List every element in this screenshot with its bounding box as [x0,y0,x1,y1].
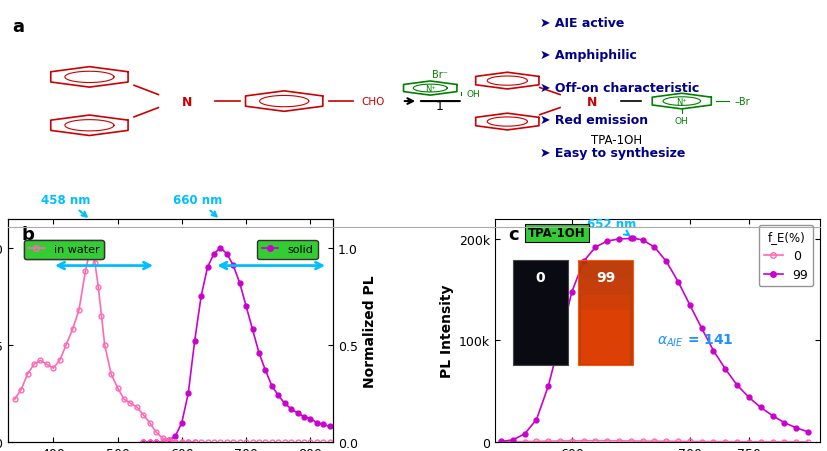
Text: a: a [12,18,24,36]
in water [85,245,95,251]
in water [151,430,161,435]
in water [61,342,71,348]
Y-axis label: PL Intensity: PL Intensity [439,284,453,377]
Text: ➤ Off-on characteristic: ➤ Off-on characteristic [539,82,698,94]
in water [157,435,167,441]
Text: Br⁻: Br⁻ [432,69,447,79]
in water [164,437,174,443]
solid [138,439,148,445]
solid [145,439,155,445]
solid [318,422,327,427]
Text: ➤ AIE active: ➤ AIE active [539,16,624,29]
in water [112,385,122,391]
in water [48,366,58,371]
Text: OH: OH [674,117,688,126]
in water [29,362,39,367]
Text: N: N [586,95,597,108]
Text: $\alpha_{AIE}$ = 141: $\alpha_{AIE}$ = 141 [657,332,733,348]
in water [145,420,155,425]
Text: N⁺: N⁺ [424,84,435,93]
solid [196,294,206,299]
Text: TPA-1OH: TPA-1OH [528,227,585,240]
Text: 660 nm: 660 nm [173,193,222,217]
solid [164,437,174,443]
Text: N⁺: N⁺ [676,97,686,106]
in water [68,327,78,332]
solid [222,251,232,257]
solid [170,433,180,439]
Text: b: b [22,226,34,244]
in water [125,400,135,406]
in water [90,261,100,267]
in water [22,372,32,377]
solid [254,350,264,355]
solid [215,245,225,251]
solid [151,439,161,445]
Text: 458 nm: 458 nm [41,193,91,217]
in water [99,342,109,348]
in water [74,308,84,313]
in water [170,439,180,445]
Text: ➤ Easy to synthesize: ➤ Easy to synthesize [539,147,684,159]
Text: 652 nm: 652 nm [586,217,636,236]
solid [280,400,289,406]
Legend: in water: in water [23,240,103,259]
solid [247,327,257,332]
solid [312,420,322,425]
Y-axis label: Normalized PL: Normalized PL [363,274,377,387]
Text: ➤ Amphiphilic: ➤ Amphiphilic [539,49,636,62]
Legend: 0, 99: 0, 99 [758,226,812,287]
solid [260,368,270,373]
in water [183,439,193,445]
Text: ➤ Red emission: ➤ Red emission [539,114,647,127]
in water [189,439,199,445]
solid [157,439,167,445]
solid [234,281,244,286]
in water [42,362,52,367]
in water [55,358,65,364]
solid [292,410,302,416]
solid [299,414,308,419]
solid [286,406,296,412]
Text: TPA-1OH: TPA-1OH [590,133,642,147]
solid [266,383,276,388]
solid [189,339,199,344]
solid [177,420,187,425]
in water [10,396,20,402]
Line: in water: in water [12,246,197,444]
in water [93,284,103,290]
Text: –Br: –Br [734,97,749,107]
solid [203,265,213,270]
Text: 1: 1 [436,100,443,113]
in water [80,269,90,274]
in water [17,387,26,392]
solid [305,416,315,421]
in water [106,372,116,377]
Text: N: N [181,95,192,108]
solid [183,391,193,396]
in water [138,412,148,418]
Text: c: c [508,226,519,244]
in water [97,313,107,319]
Legend: solid: solid [257,240,318,259]
in water [131,405,141,410]
Text: OH: OH [466,90,480,98]
Line: solid: solid [141,246,332,444]
solid [208,251,218,257]
solid [228,263,238,268]
in water [119,396,129,402]
solid [241,304,251,309]
in water [36,358,45,364]
Text: CHO: CHO [361,97,385,107]
solid [273,393,283,398]
in water [177,439,187,445]
solid [324,424,334,429]
